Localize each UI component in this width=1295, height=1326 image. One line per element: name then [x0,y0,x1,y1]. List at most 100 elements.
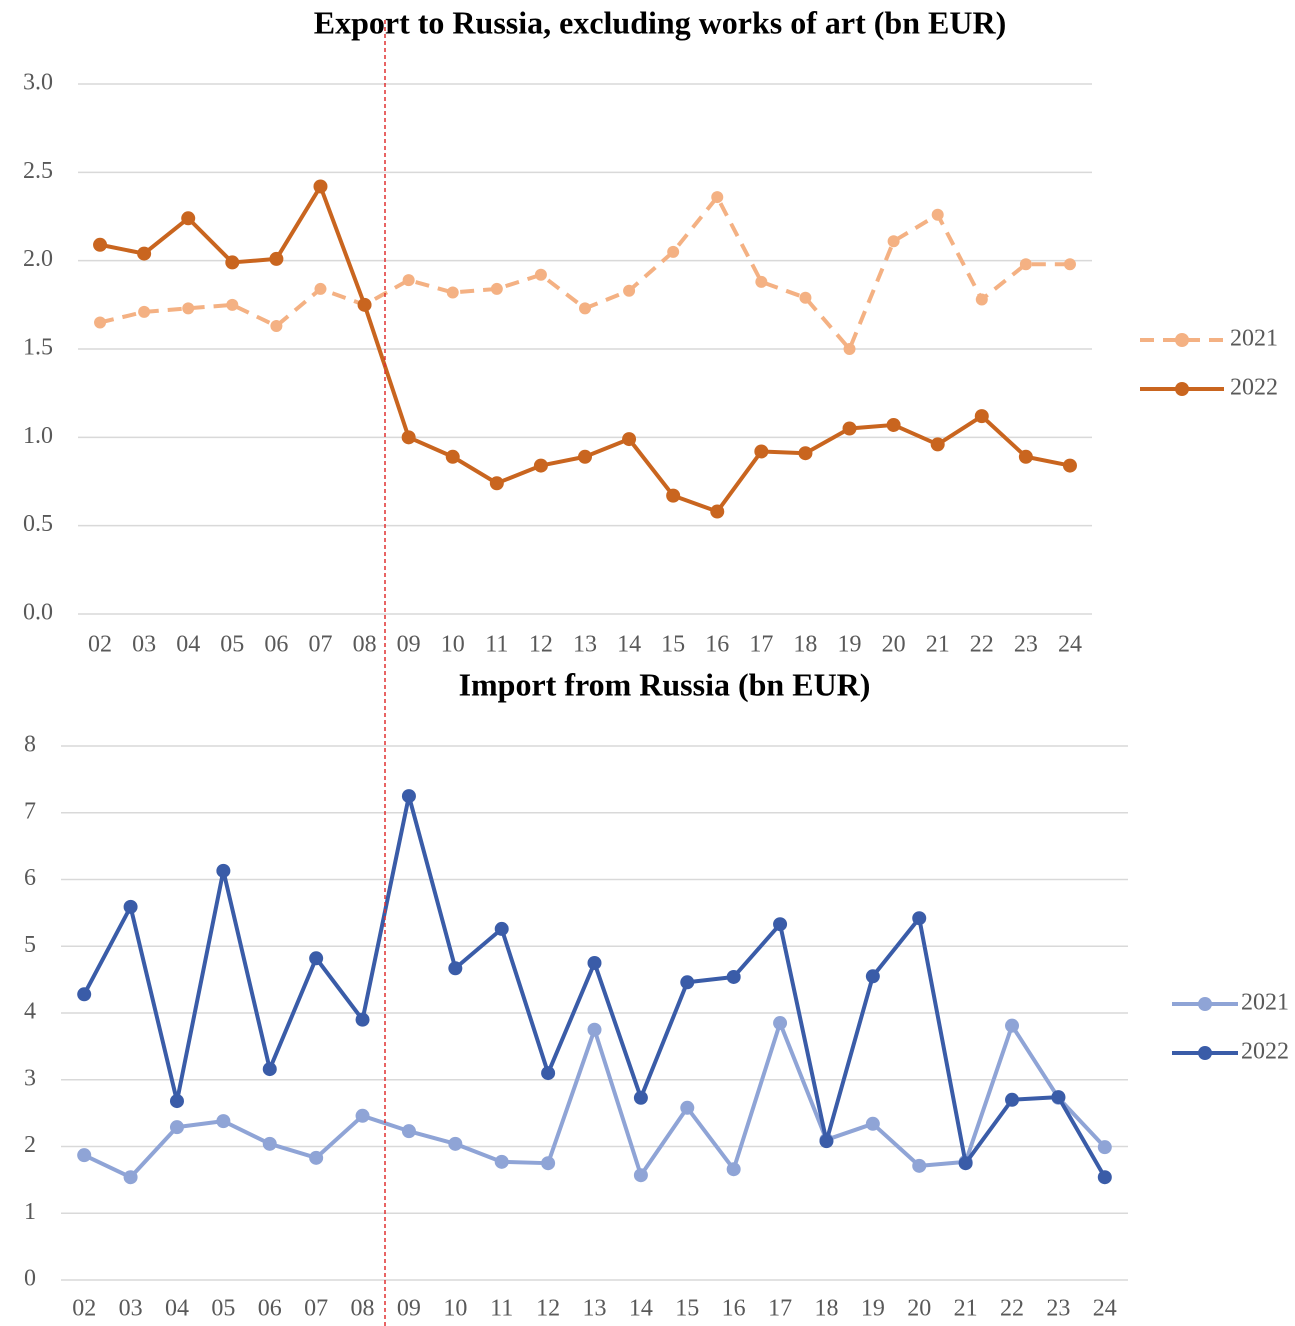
data-point [490,282,503,295]
data-point [541,1156,556,1171]
data-point [93,237,108,252]
data-point [865,969,880,984]
data-point [711,191,724,204]
legend-marker [1175,382,1189,396]
legend-marker [1198,1046,1212,1060]
legend-marker [1198,997,1212,1011]
data-point [930,437,945,452]
data-point [77,987,92,1002]
data-point [270,320,283,333]
data-point [912,911,927,926]
data-point [754,444,769,459]
data-point [1063,258,1076,271]
data-point [773,917,788,932]
data-point [975,293,988,306]
data-point [666,488,681,503]
data-point [402,274,415,287]
y-tick-label: 4 [24,999,36,1025]
x-tick-label: 04 [176,632,200,658]
data-point [94,316,107,329]
data-point [578,449,592,464]
x-tick-label: 07 [304,1296,328,1322]
x-tick-label: 22 [1000,1296,1024,1322]
data-point [579,302,591,315]
y-tick-label: 0.0 [23,600,53,626]
legend-label: 2022 [1241,1039,1289,1065]
data-point [865,1116,880,1131]
data-point [1062,458,1077,473]
data-point [912,1158,927,1173]
x-tick-label: 02 [72,1296,96,1322]
data-point [726,969,741,984]
x-tick-label: 21 [954,1296,978,1322]
data-point [798,446,813,461]
data-point [269,251,284,266]
data-point [123,899,138,914]
x-tick-label: 23 [1046,1296,1070,1322]
y-tick-label: 2.5 [23,158,53,184]
data-point [1019,258,1032,271]
data-point [534,268,547,281]
data-point [755,275,768,288]
y-tick-label: 1 [24,1199,36,1225]
x-tick-label: 12 [529,632,553,658]
x-tick-label: 16 [705,632,729,658]
data-point [181,211,196,226]
data-point [931,208,944,221]
data-point [401,430,416,445]
chart-title: Export to Russia, excluding works of art… [314,4,1006,40]
x-tick-label: 05 [211,1296,235,1322]
x-tick-label: 08 [353,632,377,658]
x-tick-label: 03 [119,1296,143,1322]
y-tick-label: 2 [24,1132,36,1158]
data-point [401,1124,416,1139]
x-tick-label: 18 [814,1296,838,1322]
x-tick-label: 20 [882,632,906,658]
x-tick-label: 13 [583,1296,607,1322]
legend-label: 2021 [1230,326,1278,352]
x-tick-label: 19 [838,632,862,658]
x-tick-label: 11 [490,1296,513,1322]
data-point [1097,1140,1112,1155]
data-point [262,1136,277,1151]
data-point [225,255,240,270]
y-tick-label: 7 [24,798,36,824]
x-tick-label: 22 [970,632,994,658]
data-point [587,1022,602,1037]
data-point [489,476,504,491]
data-point [633,1090,648,1105]
data-point [262,1062,277,1077]
y-tick-label: 2.0 [23,246,53,272]
legend-marker [1175,333,1189,347]
data-point [1005,1092,1020,1107]
x-tick-label: 23 [1014,632,1038,658]
data-point [216,863,231,878]
series-line [82,794,1107,1179]
data-point [622,432,637,447]
series-line [99,195,1070,351]
x-tick-label: 19 [861,1296,885,1322]
data-point [448,961,463,976]
data-point [123,1170,138,1185]
data-point [587,955,602,970]
data-point [633,1168,648,1183]
x-tick-label: 16 [722,1296,746,1322]
legend-label: 2022 [1230,375,1278,401]
x-tick-label: 17 [768,1296,792,1322]
x-tick-label: 07 [308,632,332,658]
x-tick-label: 14 [617,632,641,658]
data-point [138,305,151,318]
x-tick-label: 06 [258,1296,282,1322]
data-point [401,789,416,804]
x-tick-label: 11 [485,632,508,658]
data-point [169,1094,184,1109]
data-point [680,975,695,990]
data-point [137,246,152,261]
data-point [623,284,636,297]
x-tick-label: 13 [573,632,597,658]
data-point [357,297,372,312]
y-tick-label: 0 [24,1266,36,1292]
x-tick-label: 09 [397,632,421,658]
data-point [182,302,195,315]
